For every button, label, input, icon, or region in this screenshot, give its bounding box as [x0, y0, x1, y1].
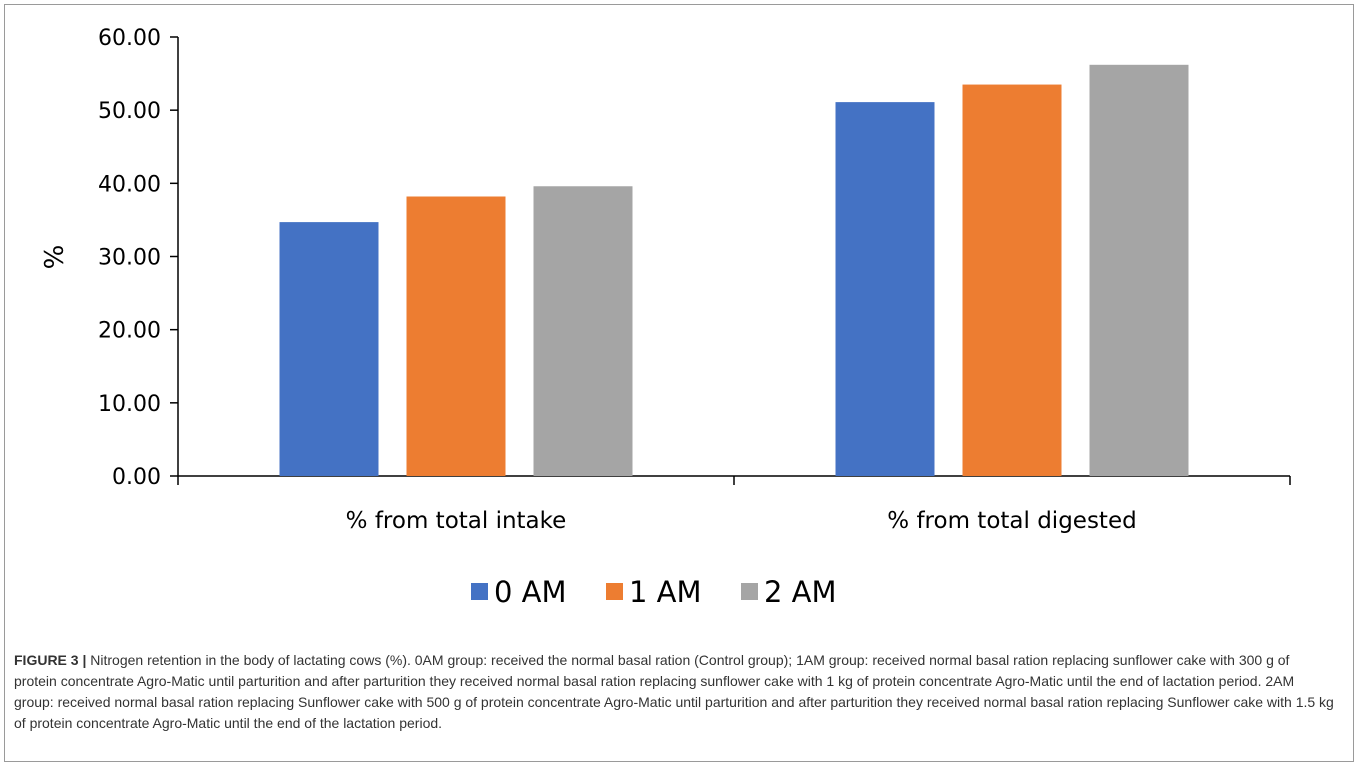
bar-0-am-2	[835, 102, 935, 476]
bar-1-am-1	[406, 196, 506, 476]
y-axis: 0.00 10.00 20.00 30.00 40.00 50.00 60.00	[98, 26, 179, 490]
legend: 0 AM 1 AM 2 AM	[471, 575, 837, 609]
bars	[279, 64, 1189, 476]
caption-text: Nitrogen retention in the body of lactat…	[14, 652, 1334, 731]
y-tick-label: 20.00	[98, 319, 161, 344]
y-tick-label: 60.00	[98, 26, 161, 51]
y-tick-label: 10.00	[98, 392, 161, 417]
y-tick-label: 30.00	[98, 246, 161, 271]
bar-1-am-2	[962, 84, 1062, 476]
category-labels: % from total intake % from total digested	[346, 508, 1137, 534]
x-category-label: % from total intake	[346, 508, 567, 534]
y-tick-label: 40.00	[98, 172, 161, 197]
caption-label: FIGURE 3 |	[14, 652, 87, 668]
y-axis-title: %	[40, 245, 70, 270]
legend-swatch	[606, 583, 623, 600]
legend-label: 2 AM	[764, 575, 837, 609]
bar-0-am-1	[279, 222, 379, 476]
x-category-label: % from total digested	[887, 508, 1136, 534]
bar-chart: 0.00 10.00 20.00 30.00 40.00 50.00 60.00 % fro…	[40, 26, 1291, 609]
legend-label: 1 AM	[629, 575, 702, 609]
legend-label: 0 AM	[494, 575, 567, 609]
x-axis	[177, 475, 1291, 485]
y-tick-label: 50.00	[98, 99, 161, 124]
bar-2-am-2	[1089, 64, 1189, 476]
figure-caption: FIGURE 3 | Nitrogen retention in the bod…	[14, 650, 1336, 734]
bar-2-am-1	[533, 186, 633, 476]
y-tick-label: 0.00	[112, 465, 161, 490]
legend-swatch	[471, 583, 488, 600]
legend-swatch	[741, 583, 758, 600]
